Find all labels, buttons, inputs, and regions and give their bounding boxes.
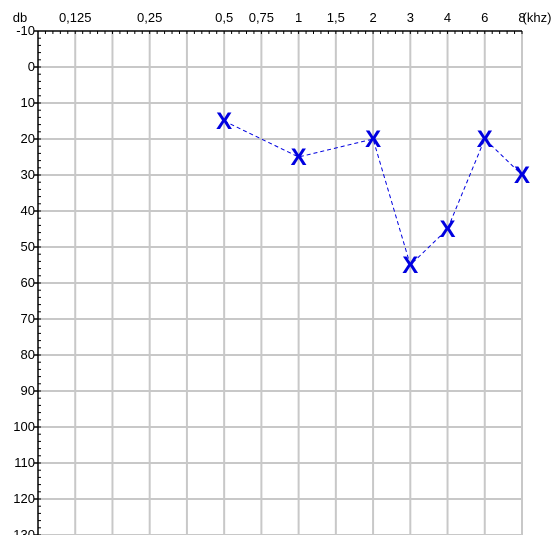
y-tick-label: 120 (13, 491, 35, 506)
y-tick-label: 100 (13, 419, 35, 434)
x-tick-label: 3 (407, 10, 414, 25)
axis-labels: db (khz) (13, 10, 552, 25)
x-tick-label: 4 (444, 10, 451, 25)
data-point-marker: X (365, 126, 381, 153)
grid (38, 31, 523, 536)
x-tick-label: 6 (481, 10, 488, 25)
x-tick-label: 1,5 (327, 10, 345, 25)
y-tick-label: 40 (21, 203, 35, 218)
data-point-marker: X (402, 252, 418, 279)
axes (34, 30, 523, 536)
x-tick-label: 0,125 (59, 10, 92, 25)
x-tick-label: 8 (518, 10, 525, 25)
y-tick-label: 50 (21, 239, 35, 254)
x-tick-label: 0,75 (249, 10, 274, 25)
x-axis-label: (khz) (523, 10, 552, 25)
y-tick-label: 110 (14, 455, 35, 470)
y-tick-labels: -10 0 10 20 30 40 50 60 70 80 90 100 110 120 130 (13, 23, 35, 540)
x-tick-label: 2 (369, 10, 376, 25)
x-tick-label: 1 (295, 10, 302, 25)
y-tick-label: 30 (21, 167, 35, 182)
y-tick-label: 10 (21, 95, 35, 110)
y-tick-label: 130 (13, 527, 35, 535)
y-tick-label: 60 (21, 275, 35, 290)
series-line (223, 120, 523, 266)
data-point-marker: X (477, 126, 493, 153)
data-point-marker: X (440, 216, 456, 243)
data-point-marker: X (291, 144, 307, 171)
data-point-marker: X (216, 108, 232, 135)
y-axis-label: db (13, 10, 27, 25)
y-tick-label: 70 (21, 311, 35, 326)
data-point-marker: X (514, 162, 530, 189)
x-tick-labels: 0,125 0,25 0,5 0,75 1 1,5 2 3 4 6 8 (59, 10, 526, 25)
x-tick-label: 0,5 (215, 10, 233, 25)
y-tick-label: 80 (21, 347, 35, 362)
y-tick-label: 0 (28, 59, 35, 74)
series-dashed-line (223, 120, 523, 266)
y-tick-label: -10 (16, 23, 35, 38)
y-tick-label: 20 (21, 131, 35, 146)
y-tick-label: 90 (21, 383, 35, 398)
x-tick-label: 0,25 (137, 10, 162, 25)
